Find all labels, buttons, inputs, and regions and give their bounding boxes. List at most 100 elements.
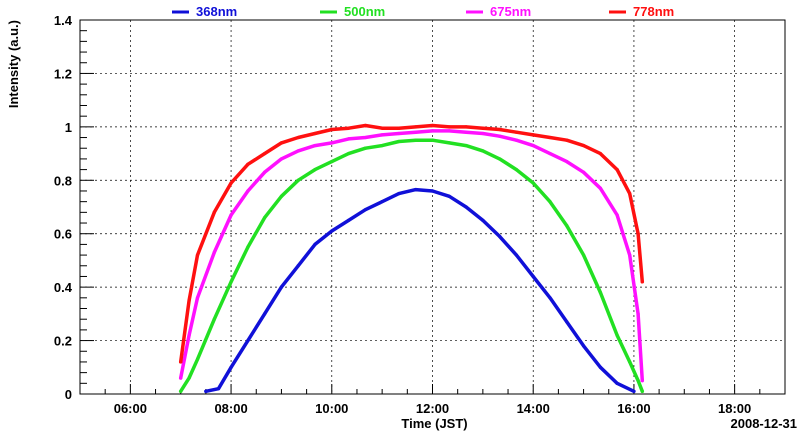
y-tick-label: 0.4 xyxy=(54,280,73,295)
data-point xyxy=(204,389,208,393)
y-tick-label: 0.2 xyxy=(54,334,72,349)
data-point xyxy=(212,210,216,214)
data-point xyxy=(380,133,384,137)
data-point xyxy=(229,365,233,369)
data-point xyxy=(363,135,367,140)
data-point xyxy=(263,170,267,174)
data-point xyxy=(246,338,250,343)
data-point xyxy=(636,232,640,236)
data-point xyxy=(615,381,619,385)
data-point xyxy=(531,274,535,279)
data-point xyxy=(447,125,451,129)
data-point xyxy=(346,218,351,222)
data-point xyxy=(397,192,401,196)
x-tick-label: 08:00 xyxy=(214,401,247,416)
x-tick-label: 18:00 xyxy=(718,401,751,416)
legend-label-500nm: 500nm xyxy=(344,4,385,19)
data-point xyxy=(481,218,485,222)
x-tick-label: 10:00 xyxy=(315,401,348,416)
data-point xyxy=(179,360,183,364)
data-point xyxy=(296,178,300,182)
data-point xyxy=(628,192,632,196)
data-point xyxy=(498,157,502,161)
data-point xyxy=(636,312,640,316)
data-point xyxy=(481,131,485,136)
data-point xyxy=(179,376,183,380)
y-tick-label: 1.2 xyxy=(54,66,72,81)
date-label: 2008-12-31 xyxy=(731,416,798,431)
data-point xyxy=(330,159,334,164)
data-point xyxy=(363,123,367,128)
x-axis-label: Time (JST) xyxy=(401,416,467,431)
data-point xyxy=(346,151,351,156)
data-point xyxy=(363,146,367,150)
data-point xyxy=(615,168,619,172)
data-point xyxy=(531,143,535,148)
data-point xyxy=(195,253,200,257)
legend-label-778nm: 778nm xyxy=(633,4,674,19)
data-point xyxy=(581,170,586,174)
data-point xyxy=(464,143,468,148)
data-point xyxy=(464,125,468,129)
data-point xyxy=(414,138,418,142)
data-point xyxy=(531,133,535,137)
data-point xyxy=(430,189,435,193)
data-point xyxy=(380,126,384,130)
data-point xyxy=(263,312,267,316)
data-point xyxy=(628,360,632,364)
data-point xyxy=(313,168,317,172)
data-point xyxy=(628,253,632,257)
data-point xyxy=(296,264,300,268)
data-point xyxy=(414,125,418,129)
data-point xyxy=(498,234,502,238)
data-point xyxy=(397,139,401,144)
y-axis-label: Intensity (a.u.) xyxy=(6,20,21,108)
y-tick-label: 1 xyxy=(65,120,72,135)
data-point xyxy=(313,131,317,136)
data-point xyxy=(565,224,569,228)
data-point xyxy=(187,376,191,380)
data-point xyxy=(498,134,502,138)
data-point xyxy=(598,365,602,369)
data-point xyxy=(565,320,569,324)
x-tick-label: 06:00 xyxy=(114,401,147,416)
data-point xyxy=(548,200,552,204)
data-point xyxy=(531,181,535,185)
data-point xyxy=(598,186,602,190)
y-tick-label: 0.8 xyxy=(54,173,72,188)
legend-label-368nm: 368nm xyxy=(196,4,237,19)
data-point xyxy=(464,130,468,134)
data-point xyxy=(263,151,267,156)
data-point xyxy=(548,135,552,140)
data-point xyxy=(380,200,384,204)
x-tick-label: 16:00 xyxy=(617,401,650,416)
data-point xyxy=(430,129,435,133)
data-point xyxy=(246,162,250,166)
data-point xyxy=(279,157,284,161)
data-point xyxy=(187,298,191,303)
data-point xyxy=(514,253,519,257)
data-point xyxy=(330,229,334,233)
legend-label-675nm: 675nm xyxy=(490,4,531,19)
data-point xyxy=(179,389,183,393)
data-point xyxy=(581,143,586,148)
data-point xyxy=(414,188,418,192)
data-point xyxy=(279,141,284,145)
data-point xyxy=(313,143,317,148)
data-point xyxy=(548,296,552,300)
data-point xyxy=(330,141,334,145)
data-point xyxy=(195,357,200,361)
data-point xyxy=(598,290,602,295)
data-point xyxy=(246,189,250,193)
data-point xyxy=(640,379,644,383)
data-point xyxy=(447,141,451,145)
data-point xyxy=(279,194,284,198)
data-point xyxy=(187,333,191,337)
data-point xyxy=(636,379,640,383)
series-group xyxy=(178,123,645,394)
data-point xyxy=(296,135,300,140)
data-point xyxy=(212,250,216,255)
data-point xyxy=(263,216,267,220)
